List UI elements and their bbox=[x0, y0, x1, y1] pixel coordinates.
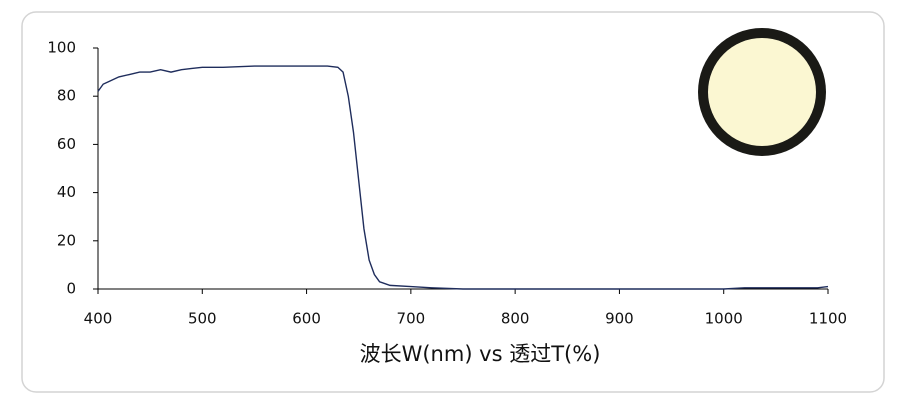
y-tick-label: 80 bbox=[57, 87, 76, 105]
y-tick-label: 20 bbox=[57, 231, 76, 249]
card bbox=[21, 11, 885, 393]
x-tick-label: 1000 bbox=[705, 310, 743, 328]
x-tick-label: 800 bbox=[501, 310, 530, 328]
x-tick-label: 900 bbox=[605, 310, 634, 328]
y-tick-label: 40 bbox=[57, 183, 76, 201]
y-tick-label: 60 bbox=[57, 135, 76, 153]
y-tick-label: 100 bbox=[47, 39, 76, 57]
x-tick-label: 700 bbox=[397, 310, 426, 328]
x-tick-label: 500 bbox=[188, 310, 217, 328]
transmission-line bbox=[97, 65, 829, 290]
x-axis-title: 波长W(nm) vs 透过T(%) bbox=[360, 342, 601, 366]
x-tick-label: 600 bbox=[292, 310, 321, 328]
lens-glass bbox=[708, 38, 816, 146]
y-tick-label: 0 bbox=[66, 280, 76, 298]
x-tick-label: 400 bbox=[84, 310, 113, 328]
lens-image bbox=[682, 20, 842, 162]
x-tick-label: 1100 bbox=[809, 310, 847, 328]
